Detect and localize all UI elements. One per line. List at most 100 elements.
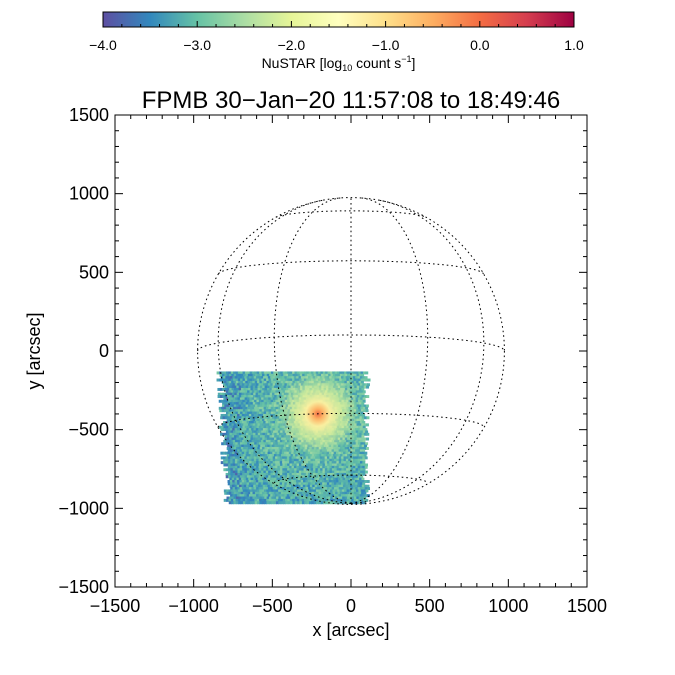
emission-pixel	[245, 435, 249, 439]
emission-pixel	[235, 430, 239, 434]
emission-pixel	[355, 475, 359, 479]
emission-pixel	[270, 421, 274, 424]
emission-pixel	[237, 465, 241, 469]
emission-pixel	[285, 446, 289, 450]
emission-pixel	[244, 475, 248, 479]
emission-pixel	[280, 380, 284, 384]
emission-pixel	[232, 475, 236, 479]
emission-pixel	[232, 439, 236, 443]
emission-pixel	[340, 480, 344, 483]
emission-pixel	[252, 496, 256, 500]
emission-pixel	[317, 470, 321, 474]
emission-pixel	[303, 487, 307, 491]
emission-pixel	[326, 477, 330, 481]
emission-pixel	[353, 463, 357, 467]
emission-pixel	[231, 437, 235, 441]
emission-pixel	[248, 454, 251, 458]
emission-pixel	[338, 461, 342, 465]
emission-pixel	[231, 418, 235, 422]
emission-pixel	[279, 432, 282, 436]
emission-pixel	[358, 496, 362, 500]
y-tick-label: 500	[79, 262, 109, 282]
emission-pixel	[248, 402, 252, 406]
emission-pixel	[230, 482, 234, 486]
emission-pixel	[252, 373, 256, 377]
emission-pixel	[337, 489, 341, 493]
emission-pixel	[238, 385, 242, 389]
emission-pixel	[359, 482, 363, 486]
emission-pixel	[260, 392, 264, 396]
emission-pixel	[338, 487, 342, 491]
emission-pixel	[299, 371, 303, 375]
emission-pixel	[261, 411, 265, 415]
emission-pixel	[355, 399, 359, 403]
emission-pixel	[346, 491, 350, 495]
emission-pixel	[224, 392, 228, 396]
emission-pixel	[336, 472, 340, 476]
emission-pixel	[267, 444, 271, 448]
emission-pixel	[236, 387, 240, 391]
emission-pixel	[312, 461, 316, 465]
emission-pixel	[237, 425, 241, 429]
emission-pixel	[258, 428, 262, 432]
emission-pixel	[264, 373, 268, 377]
emission-pixel	[352, 480, 356, 483]
emission-pixel	[267, 421, 271, 424]
emission-pixel	[252, 423, 256, 427]
emission-pixel	[275, 380, 279, 384]
emission-pixel	[350, 449, 354, 453]
emission-pixel	[237, 376, 241, 380]
emission-pixel	[229, 395, 233, 399]
emission-pixel	[345, 458, 349, 462]
emission-pixel	[354, 451, 358, 455]
emission-pixel	[231, 446, 235, 450]
emission-pixel	[249, 475, 253, 479]
emission-pixel	[263, 397, 267, 401]
emission-pixel	[246, 383, 250, 387]
emission-pixel	[239, 439, 243, 443]
emission-pixel	[355, 397, 359, 401]
emission-pixel	[343, 494, 347, 498]
emission-pixel	[244, 456, 248, 460]
emission-pixel	[236, 402, 240, 406]
emission-pixel	[359, 385, 362, 389]
emission-pixel	[251, 470, 255, 474]
emission-pixel	[339, 371, 343, 375]
emission-pixel	[267, 482, 271, 486]
emission-pixel	[360, 472, 364, 476]
emission-pixel	[274, 477, 278, 481]
emission-pixel	[265, 470, 269, 474]
emission-pixel	[237, 468, 241, 472]
emission-pixel	[223, 498, 227, 502]
emission-pixel	[277, 463, 281, 467]
emission-pixel	[244, 470, 248, 474]
emission-pixel	[322, 456, 326, 460]
emission-pixel	[244, 442, 248, 446]
emission-pixel	[232, 399, 236, 403]
emission-pixel	[317, 465, 321, 469]
emission-pixel	[283, 496, 287, 500]
emission-pixel	[349, 373, 353, 377]
emission-pixel	[262, 404, 266, 408]
emission-pixel	[277, 480, 281, 483]
emission-pixel	[308, 498, 312, 502]
emission-pixel	[230, 475, 234, 479]
emission-pixel	[284, 378, 288, 382]
emission-pixel	[363, 491, 367, 495]
emission-pixel	[244, 465, 248, 469]
emission-pixel	[241, 392, 245, 396]
emission-pixel	[229, 484, 233, 488]
emission-pixel	[251, 451, 255, 455]
emission-pixel	[283, 477, 287, 481]
emission-pixel	[335, 491, 339, 495]
emission-pixel	[264, 395, 268, 399]
emission-pixel	[291, 472, 295, 476]
emission-pixel	[251, 480, 255, 483]
emission-pixel	[270, 465, 274, 469]
emission-pixel	[239, 472, 243, 476]
emission-pixel	[343, 482, 347, 486]
emission-pixel	[248, 444, 252, 448]
emission-pixel	[366, 494, 370, 498]
emission-pixel	[244, 480, 247, 483]
